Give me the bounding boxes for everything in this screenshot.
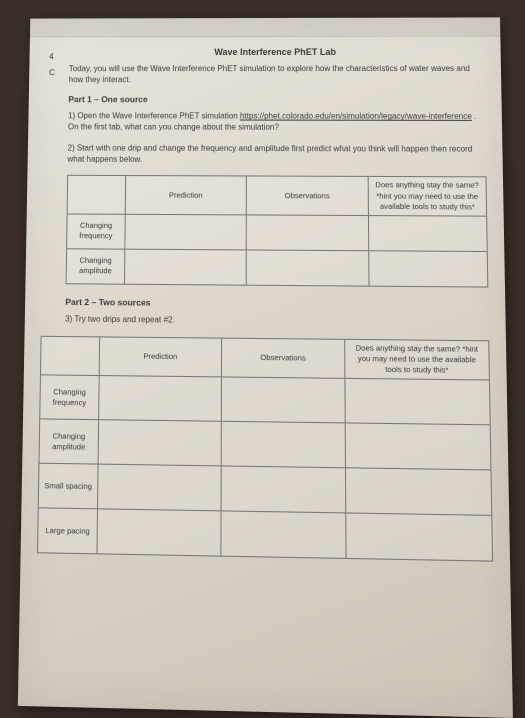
question-1: 1) Open the Wave Interference PhET simul… xyxy=(68,111,486,134)
header-blank xyxy=(67,176,125,214)
part2-label: Part 2 – Two sources xyxy=(65,296,489,312)
row-label: Changing frequency xyxy=(67,214,126,249)
cell-hint xyxy=(345,423,491,470)
table-row: Changing frequency xyxy=(67,214,488,252)
table-header-row: Prediction Observations Does anything st… xyxy=(40,336,489,380)
cell-observations xyxy=(221,511,346,559)
row-label: Changing amplitude xyxy=(39,419,99,464)
table-row: Changing amplitude xyxy=(66,249,488,287)
cell-hint xyxy=(368,215,487,251)
table-one-source: Prediction Observations Does anything st… xyxy=(66,175,489,287)
table-row: Changing amplitude xyxy=(39,419,491,470)
row-label: Changing frequency xyxy=(40,375,99,420)
q1-text-a: 1) Open the Wave Interference PhET simul… xyxy=(68,111,240,120)
worksheet-title: Wave Interference PhET Lab xyxy=(69,46,484,59)
row-label: Large pacing xyxy=(37,508,97,554)
part1-label: Part 1 – One source xyxy=(68,94,485,106)
cell-prediction xyxy=(97,509,221,556)
cell-prediction xyxy=(99,376,222,422)
cell-observations xyxy=(221,422,345,469)
cell-hint xyxy=(345,468,491,516)
header-observations: Observations xyxy=(246,176,368,215)
worksheet-paper: 4 C Wave Interference PhET Lab Today, yo… xyxy=(18,17,513,718)
cell-hint xyxy=(369,251,488,287)
header-hint: Does anything stay the same? *hint you m… xyxy=(368,177,486,216)
cell-observations xyxy=(246,250,369,286)
cell-hint xyxy=(345,379,490,425)
table-two-sources: Prediction Observations Does anything st… xyxy=(37,336,493,562)
cell-observations xyxy=(246,215,369,251)
intro-text: Today, you will use the Wave Interferenc… xyxy=(69,64,485,86)
header-hint: Does anything stay the same? *hint you m… xyxy=(345,339,490,380)
header-prediction: Prediction xyxy=(125,176,246,215)
table-row: Changing frequency xyxy=(40,375,490,425)
header-prediction: Prediction xyxy=(99,337,221,377)
margin-number: 4 xyxy=(49,52,54,63)
cell-prediction xyxy=(98,465,222,512)
table-row: Large pacing xyxy=(37,508,492,561)
header-observations: Observations xyxy=(221,338,344,379)
simulation-link[interactable]: https://phet.colorado.edu/en/simulation/… xyxy=(240,112,472,121)
table-row: Small spacing xyxy=(38,464,492,516)
cell-prediction xyxy=(125,214,246,250)
margin-letter: C xyxy=(49,68,55,79)
cell-prediction xyxy=(98,420,221,466)
header-blank xyxy=(40,336,99,376)
cell-hint xyxy=(346,513,493,561)
cell-prediction xyxy=(124,249,246,285)
row-label: Changing amplitude xyxy=(66,249,125,284)
question-3: 3) Try two drips and repeat #2. xyxy=(65,314,489,329)
question-2: 2) Start with one drip and change the fr… xyxy=(67,143,486,166)
row-label: Small spacing xyxy=(38,464,98,510)
cell-observations xyxy=(221,377,345,423)
cell-observations xyxy=(221,466,346,513)
table-header-row: Prediction Observations Does anything st… xyxy=(67,176,486,216)
